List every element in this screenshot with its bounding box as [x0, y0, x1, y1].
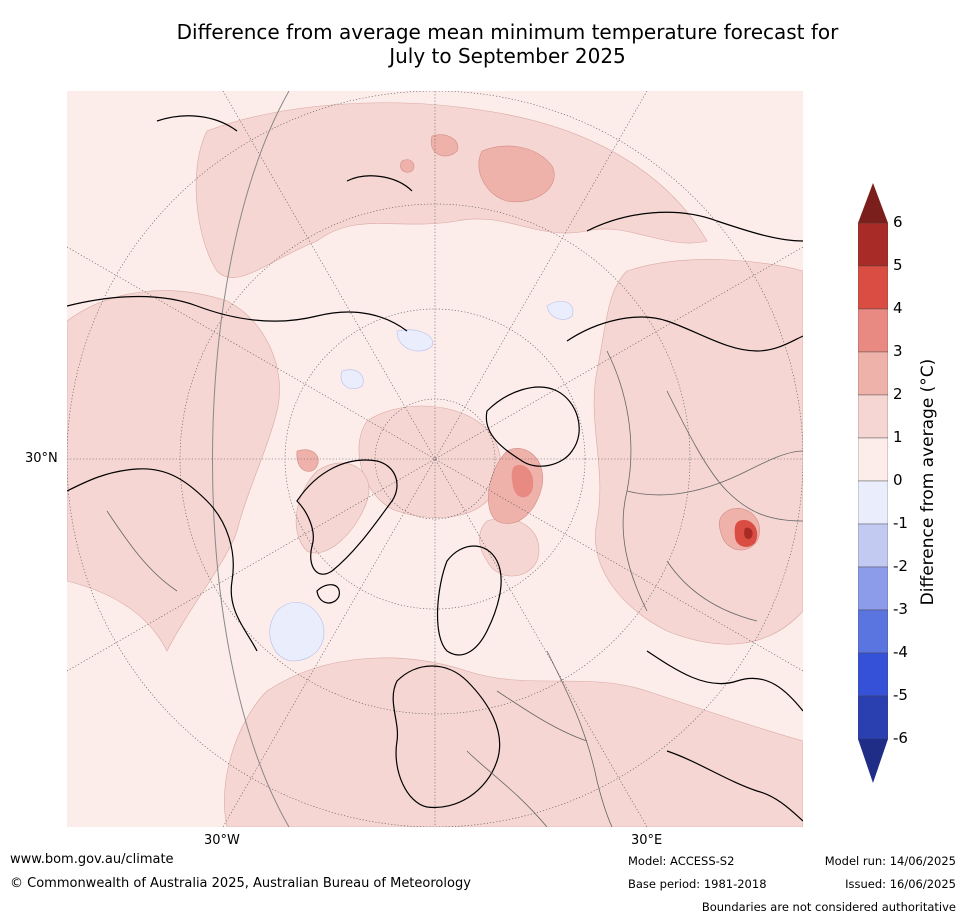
colorbar-segment--6_to_-5	[858, 695, 888, 740]
colorbar-tick--3: -3	[893, 600, 908, 618]
colorbar-tick--6: -6	[893, 729, 908, 747]
colorbar-segment-1_to_2	[858, 394, 888, 439]
colorbar-tick-6: 6	[893, 213, 903, 231]
colorbar-tick-2: 2	[893, 385, 903, 403]
colorbar-segment-5_to_6	[858, 222, 888, 267]
longitude-label-30e: 30°E	[631, 833, 663, 848]
colorbar-segment-0_to_1	[858, 437, 888, 482]
colorbar-tick--5: -5	[893, 686, 908, 704]
footer-model-run: Model run: 14/06/2025	[824, 854, 956, 868]
map-title: Difference from average mean minimum tem…	[60, 20, 955, 68]
colorbar	[858, 183, 888, 783]
colorbar-extend-max	[858, 183, 888, 223]
anomaly-map	[67, 91, 803, 827]
coastlines	[67, 115, 803, 822]
longitude-label-30w: 30°W	[204, 833, 240, 848]
footer-url[interactable]: www.bom.gov.au/climate	[10, 852, 174, 867]
colorbar-title: Difference from average (°C)	[918, 358, 938, 606]
colorbar-tick-5: 5	[893, 256, 903, 274]
latitude-label-30n: 30°N	[25, 451, 58, 466]
footer-copyright: © Commonwealth of Australia 2025, Austra…	[10, 876, 471, 891]
country-borders	[106, 350, 803, 827]
colorbar-segment--2_to_-1	[858, 523, 888, 568]
footer-disclaimer: Boundaries are not considered authoritat…	[701, 900, 956, 914]
anomaly-2-to-3-regions	[296, 134, 760, 551]
colorbar-segment-4_to_5	[858, 265, 888, 310]
anomaly-1-to-2-regions	[67, 102, 803, 827]
colorbar-segment-2_to_3	[858, 351, 888, 396]
anomaly-3-to-5-regions	[511, 465, 758, 547]
colorbar-tick--2: -2	[893, 557, 908, 575]
colorbar-tick-4: 4	[893, 299, 903, 317]
footer-base-period: Base period: 1981-2018	[628, 877, 767, 891]
colorbar-tick-1: 1	[893, 428, 903, 446]
colorbar-segment-3_to_4	[858, 308, 888, 353]
colorbar-segment--3_to_-2	[858, 566, 888, 611]
colorbar-tick--1: -1	[893, 514, 908, 532]
colorbar-segment--1_to_0	[858, 480, 888, 525]
colorbar-tick--4: -4	[893, 643, 908, 661]
graticule	[67, 91, 803, 827]
title-line-1: Difference from average mean minimum tem…	[176, 20, 839, 44]
footer-model: Model: ACCESS-S2	[628, 854, 735, 868]
colorbar-tick-3: 3	[893, 342, 903, 360]
colorbar-segment--5_to_-4	[858, 652, 888, 697]
outer-latitude-circle	[212, 91, 290, 827]
anomaly-negative-regions	[269, 301, 574, 662]
colorbar-tick-0: 0	[893, 471, 903, 489]
title-line-2: July to September 2025	[389, 44, 626, 68]
colorbar-segment--4_to_-3	[858, 609, 888, 654]
colorbar-extend-min	[858, 739, 888, 783]
footer-issued: Issued: 16/06/2025	[845, 877, 956, 891]
